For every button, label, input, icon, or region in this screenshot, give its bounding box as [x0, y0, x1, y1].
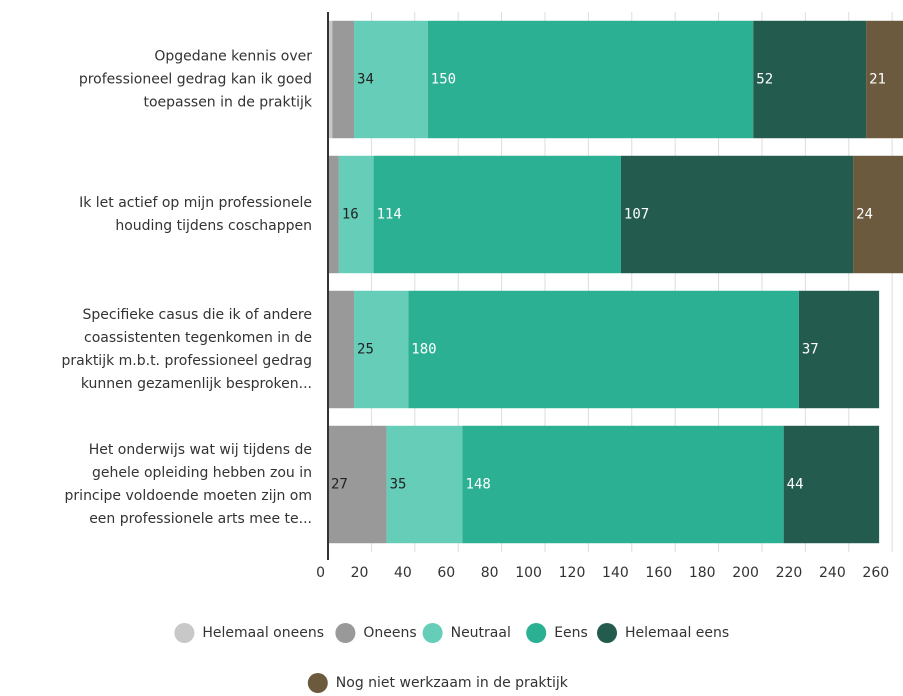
- legend-label: Nog niet werkzaam in de praktijk: [336, 675, 569, 691]
- bar-segment: [354, 20, 428, 139]
- bar-segment: [783, 425, 880, 544]
- x-tick-label: 20: [351, 565, 369, 581]
- data-label: 16: [342, 207, 359, 223]
- legend-label: Helemaal eens: [625, 625, 729, 641]
- data-label: 180: [411, 342, 436, 358]
- x-tick-label: 240: [819, 565, 846, 581]
- bar-segment: [427, 20, 754, 139]
- bar-segment: [332, 20, 355, 139]
- data-label: 37: [802, 342, 819, 358]
- x-tick-label: 140: [602, 565, 629, 581]
- y-tick-label: Ik let actief op mijn professionele houdi…: [79, 195, 312, 234]
- bar-segment: [853, 155, 903, 274]
- bar-segment: [408, 290, 799, 409]
- data-label: 24: [856, 207, 873, 223]
- x-tick-label: 80: [481, 565, 499, 581]
- bar-segment: [462, 425, 784, 544]
- bar-segment: [328, 290, 355, 409]
- bar-segment: [328, 425, 387, 544]
- bar-segment: [620, 155, 854, 274]
- data-label: 52: [756, 72, 773, 88]
- data-label: 114: [377, 207, 402, 223]
- data-label: 35: [390, 477, 407, 493]
- x-tick-label: 100: [515, 565, 542, 581]
- bar-segment: [866, 20, 903, 139]
- y-tick-label: Het onderwijs wat wij tijdens de gehele o…: [65, 442, 312, 527]
- x-tick-label: 120: [559, 565, 586, 581]
- bar-segment: [798, 290, 880, 409]
- legend-swatch: [335, 623, 356, 643]
- bar-segment: [354, 290, 409, 409]
- data-label: 107: [624, 207, 649, 223]
- data-label: 25: [357, 342, 374, 358]
- legend-swatch: [422, 623, 443, 643]
- x-tick-label: 260: [862, 565, 889, 581]
- data-label: 27: [331, 477, 348, 493]
- bar-segment: [338, 155, 374, 274]
- legend-label: Helemaal oneens: [202, 625, 324, 641]
- x-tick-label: 40: [394, 565, 412, 581]
- data-label: 150: [431, 72, 456, 88]
- legend-label: Oneens: [363, 625, 416, 641]
- x-tick-label: 180: [689, 565, 716, 581]
- data-label: 44: [787, 477, 804, 493]
- x-tick-label: 220: [776, 565, 803, 581]
- x-tick-label: 160: [645, 565, 672, 581]
- y-tick-label: Opgedane kennis over professioneel gedrag…: [79, 49, 313, 111]
- legend-swatch: [307, 673, 328, 693]
- bar-segment: [386, 425, 463, 544]
- x-tick-label: 200: [732, 565, 759, 581]
- bar-segment: [328, 155, 339, 274]
- y-tick-label: Specifieke casus die ik of andere coassis…: [61, 307, 312, 392]
- legend-swatch: [174, 623, 195, 643]
- legend-swatch: [597, 623, 617, 643]
- bar-segment: [328, 20, 333, 139]
- data-label: 148: [466, 477, 491, 493]
- legend-label: Neutraal: [451, 625, 511, 641]
- bar-segment: [373, 155, 621, 274]
- data-label: 21: [869, 72, 886, 88]
- x-tick-label: 0: [316, 565, 325, 581]
- x-tick-label: 60: [437, 565, 455, 581]
- legend-label: Eens: [554, 625, 588, 641]
- data-label: 34: [357, 72, 374, 88]
- legend-swatch: [526, 623, 547, 643]
- bar-segment: [753, 20, 867, 139]
